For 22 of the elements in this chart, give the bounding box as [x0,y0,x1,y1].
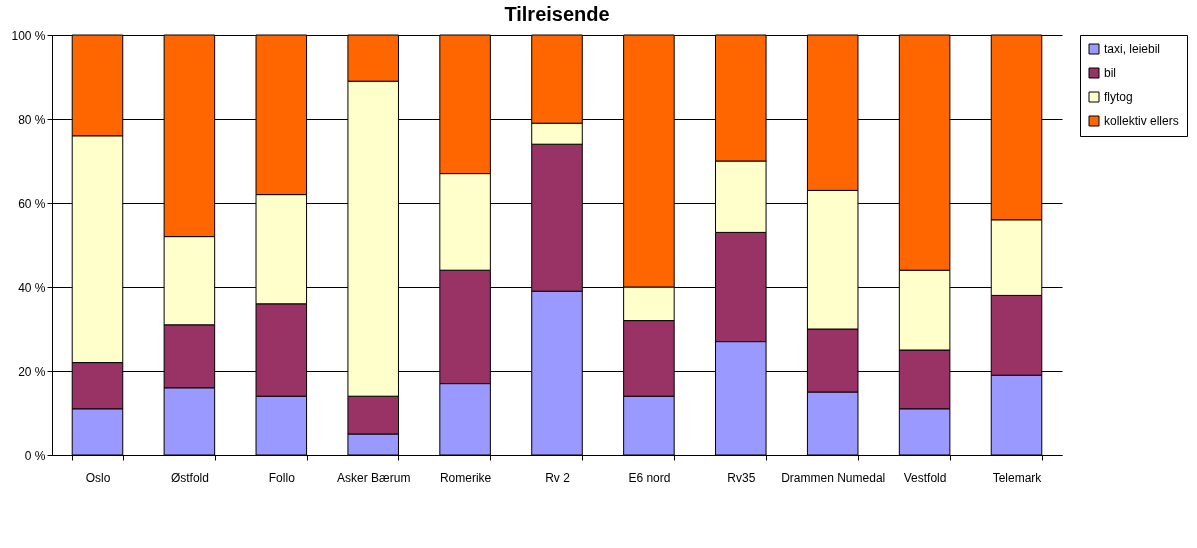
y-tick-label: 0 % [24,448,46,463]
y-tick-label: 40 % [18,280,46,295]
x-tick-label: Romerike [439,470,492,485]
x-tick-label: Rv35 [727,470,756,485]
legend-label: kollektiv ellers [1104,114,1179,128]
x-tick-label: Asker Bærum [337,470,411,485]
x-tick-label: Telemark [992,470,1043,485]
x-tick-label: Follo [268,470,296,485]
y-tick-label: 100 % [11,28,46,43]
y-tick-label: 60 % [18,196,46,211]
legend-label: taxi, leiebil [1104,42,1161,56]
x-tick-label: Østfold [170,470,209,485]
x-tick-label: Drammen Numedal [781,470,886,485]
chart-title: Tilreisende [504,3,610,25]
x-tick-label: Oslo [85,470,111,485]
x-tick-label: Vestfold [903,470,947,485]
legend-label: bil [1104,66,1117,80]
x-tick-label: E6 nord [628,470,671,485]
y-tick-label: 20 % [18,364,46,379]
y-tick-label: 80 % [18,112,46,127]
x-tick-label: Rv 2 [545,470,571,485]
legend-label: flytog [1104,90,1133,104]
